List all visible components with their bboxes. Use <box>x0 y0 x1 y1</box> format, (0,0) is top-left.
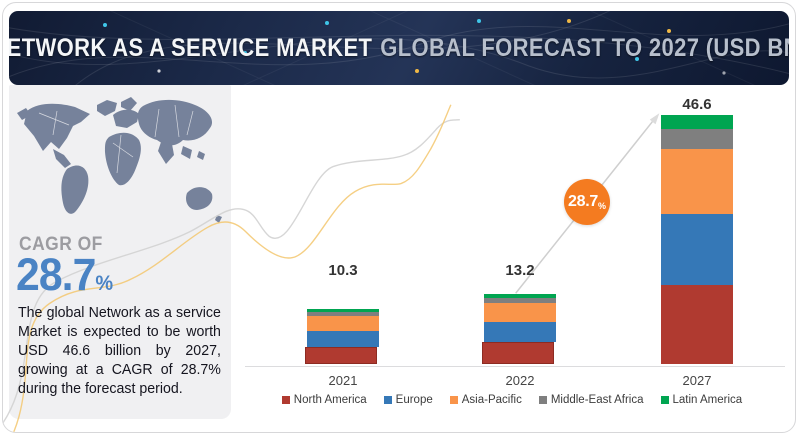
bar-segment-2027-middle-east-africa <box>661 128 733 149</box>
cagr-value: 28.7% <box>16 249 113 301</box>
bar-segment-2021-asia-pacific <box>307 316 379 332</box>
bar-2027 <box>661 115 733 364</box>
bar-segment-2022-north-america <box>482 342 554 364</box>
legend-swatch <box>449 396 458 404</box>
legend: North America Europe Asia-Pacific Middle-Ea… <box>235 394 789 406</box>
market-description: The global Network as a service Market i… <box>18 305 221 397</box>
x-axis-label-2022: 2022 <box>505 373 535 388</box>
page-title: NETWORK AS A SERVICE MARKET GLOBAL FOREC… <box>9 11 789 85</box>
bar-2021 <box>305 309 379 364</box>
network-background-decoration <box>9 11 789 85</box>
bar-segment-2022-middle-east-africa <box>484 298 556 304</box>
cagr-badge-value: 28.7 <box>568 193 598 210</box>
cagr-badge-percent: % <box>597 200 606 211</box>
legend-item-middle-east-africa: Middle-East Africa <box>538 394 644 406</box>
cagr-label: CAGR OF <box>19 234 103 255</box>
bar-segment-2027-europe <box>661 214 733 285</box>
x-axis-line <box>245 366 785 367</box>
bar-segment-2022-asia-pacific <box>484 303 556 322</box>
bar-segment-2027-latin-america <box>661 115 733 129</box>
legend-item-asia-pacific: Asia-Pacific <box>449 394 522 406</box>
bar-2022 <box>482 293 556 364</box>
legend-swatch <box>538 396 547 404</box>
page-title-primary: NETWORK AS A SERVICE MARKET <box>9 33 373 62</box>
cagr-badge: 28.7 % <box>564 179 610 225</box>
page-title-secondary: GLOBAL FORECAST TO 2027 (USD BN) <box>380 33 789 62</box>
legend-swatch <box>383 396 392 404</box>
bar-segment-2027-north-america <box>661 284 733 364</box>
bar-segment-2021-north-america <box>305 347 377 364</box>
legend-swatch <box>281 396 290 404</box>
x-axis-label-2027: 2027 <box>682 373 712 388</box>
bar-segment-2022-latin-america <box>484 293 556 299</box>
total-label-2021: 10.3 <box>328 262 358 279</box>
bar-segment-2021-latin-america <box>307 309 379 312</box>
legend-label: Latin America <box>672 394 743 406</box>
stacked-bar-chart: 28.7 % North America Europe Asia-Pacific Mi… <box>3 3 795 432</box>
legend-label: North America <box>293 394 367 406</box>
total-label-2027: 46.6 <box>682 96 712 113</box>
bar-segment-2027-asia-pacific <box>661 148 733 215</box>
bar-segment-2021-middle-east-africa <box>307 311 379 317</box>
legend-swatch <box>660 396 669 404</box>
legend-label: Asia-Pacific <box>461 394 522 406</box>
legend-label: Europe <box>395 394 433 406</box>
legend-item-north-america: North America <box>281 394 367 406</box>
header-banner: NETWORK AS A SERVICE MARKET GLOBAL FOREC… <box>9 11 789 85</box>
cagr-number: 28.7 <box>16 249 96 300</box>
bar-segment-2022-europe <box>484 321 556 343</box>
legend-label: Middle-East Africa <box>550 394 644 406</box>
x-axis-label-2021: 2021 <box>328 373 358 388</box>
bar-segment-2021-europe <box>307 331 379 348</box>
infographic-card: NETWORK AS A SERVICE MARKET GLOBAL FOREC… <box>2 2 796 433</box>
legend-item-europe: Europe <box>383 394 433 406</box>
total-label-2022: 13.2 <box>505 262 535 279</box>
cagr-percent-sign: % <box>95 272 114 295</box>
legend-item-latin-america: Latin America <box>660 394 743 406</box>
